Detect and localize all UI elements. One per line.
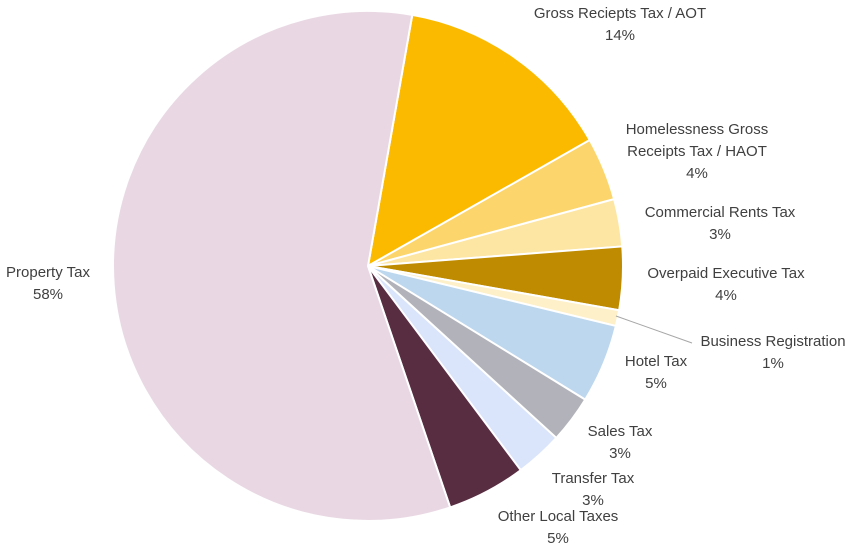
category-name: Sales Tax [587, 423, 653, 440]
slice-label: Hotel Tax 5% [625, 351, 687, 395]
category-name: Business Registration [700, 333, 846, 350]
slice-label: Homelessness Gross Receipts Tax / HAOT 4% [617, 119, 777, 185]
category-name: Property Tax [6, 264, 90, 281]
slice-label: Commercial Rents Tax 3% [645, 202, 796, 246]
category-name: Homelessness Gross Receipts Tax / HAOT [625, 121, 769, 160]
value-label: 14% [604, 27, 636, 44]
slice-label: Other Local Taxes 5% [498, 506, 619, 546]
category-name: Overpaid Executive Tax [647, 265, 805, 282]
pie-slice [366, 13, 592, 268]
category-name: Commercial Rents Tax [644, 204, 796, 221]
value-label: 4% [715, 287, 737, 304]
slice-label: Sales Tax 3% [588, 421, 653, 465]
value-label: 58% [32, 286, 64, 303]
slice-label: Property Tax 58% [6, 262, 90, 306]
slice-label: Overpaid Executive Tax 4% [647, 263, 804, 307]
slice-label: Gross Reciepts Tax / AOT 14% [534, 3, 706, 47]
category-name: Other Local Taxes [497, 508, 619, 525]
slice-label: Transfer Tax 3% [552, 468, 635, 512]
category-name: Gross Reciepts Tax / AOT [533, 5, 707, 22]
value-label: 3% [709, 226, 731, 243]
category-name: Transfer Tax [551, 470, 635, 487]
value-label: 4% [686, 165, 708, 182]
leader-line [615, 315, 693, 344]
value-label: 3% [609, 445, 631, 462]
value-label: 5% [547, 530, 569, 546]
value-label: 5% [645, 375, 667, 392]
slice-label: Business Registration 1% [700, 331, 845, 375]
pie-slice [112, 10, 452, 522]
value-label: 1% [762, 355, 784, 372]
value-label: 3% [582, 492, 604, 509]
category-name: Hotel Tax [624, 353, 688, 370]
